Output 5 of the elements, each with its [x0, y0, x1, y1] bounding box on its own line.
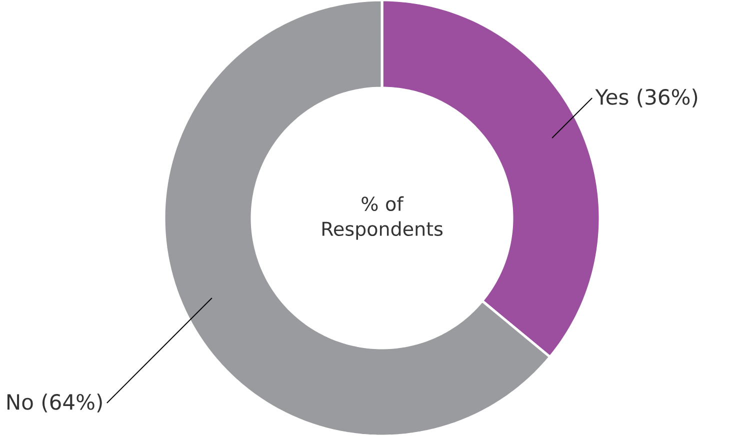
- text: % of Respondents: [322, 196, 443, 240]
- data-label: (36%): [638, 88, 698, 108]
- slice-label: Yes: [595, 89, 628, 105]
- data-label: (64%): [42, 394, 102, 412]
- slice-label: No: [7, 394, 33, 410]
